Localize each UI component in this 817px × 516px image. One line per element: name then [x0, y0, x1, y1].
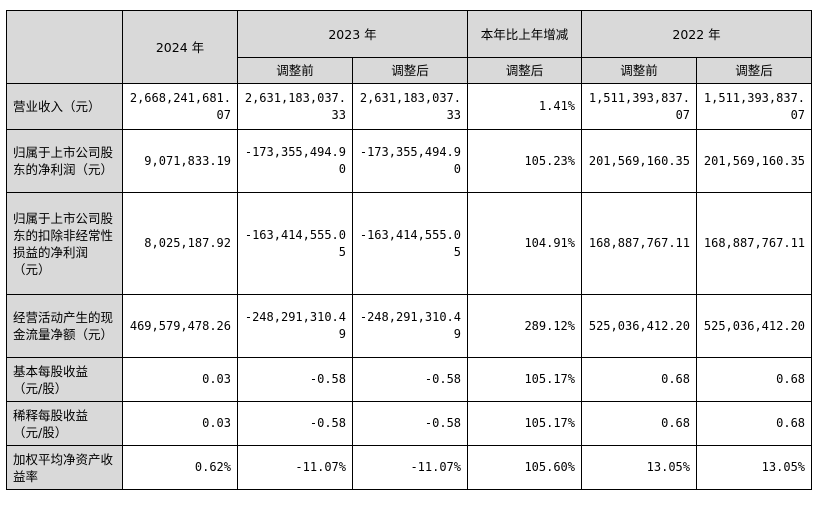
table-row: 归属于上市公司股东的净利润（元） 9,071,833.19 -173,355,4… — [6, 129, 813, 193]
table-row: 稀释每股收益（元/股） 0.03 -0.58 -0.58 105.17% 0.6… — [6, 401, 813, 446]
value-2024: 0.03 — [122, 401, 238, 446]
value-2022-before: 1,511,393,837.07 — [581, 83, 698, 130]
table-row: 加权平均净资产收益率 0.62% -11.07% -11.07% 105.60%… — [6, 445, 813, 490]
value-2023-before: -173,355,494.90 — [237, 129, 353, 193]
value-2024: 8,025,187.92 — [122, 192, 238, 295]
table-row: 经营活动产生的现金流量净额（元） 469,579,478.26 -248,291… — [6, 294, 813, 358]
header-blank — [6, 10, 123, 84]
header-change: 本年比上年增减 — [467, 10, 583, 58]
value-2023-after: -163,414,555.05 — [351, 192, 469, 295]
row-label: 加权平均净资产收益率 — [6, 445, 123, 490]
header-2023: 2023 年 — [236, 10, 469, 58]
table-row: 营业收入（元） 2,668,241,681.07 2,631,183,037.3… — [6, 83, 813, 130]
value-2022-before: 0.68 — [581, 357, 698, 402]
value-2022-before: 525,036,412.20 — [581, 294, 698, 358]
value-2022-after: 1,511,393,837.07 — [696, 83, 813, 130]
header-2023-after: 调整后 — [351, 57, 469, 84]
value-2023-before: -248,291,310.49 — [237, 294, 353, 358]
value-2023-after: -0.58 — [351, 401, 469, 446]
row-label: 归属于上市公司股东的扣除非经常性损益的净利润（元） — [6, 192, 123, 295]
financial-summary-table: 2024 年 2023 年 本年比上年增减 2022 年 调整前 调整后 调整后… — [6, 10, 813, 490]
value-2022-after: 0.68 — [696, 357, 813, 402]
value-2023-after: 2,631,183,037.33 — [351, 83, 469, 130]
header-2023-before: 调整前 — [237, 57, 353, 84]
value-change: 105.17% — [467, 401, 583, 446]
value-2022-before: 168,887,767.11 — [581, 192, 698, 295]
value-2024: 0.03 — [122, 357, 238, 402]
value-2022-after: 201,569,160.35 — [696, 129, 813, 193]
row-label: 稀释每股收益（元/股） — [6, 401, 123, 446]
value-change: 105.23% — [467, 129, 583, 193]
value-2022-before: 13.05% — [581, 445, 698, 490]
value-2024: 469,579,478.26 — [122, 294, 238, 358]
row-label: 基本每股收益（元/股） — [6, 357, 123, 402]
value-change: 105.60% — [467, 445, 583, 490]
row-label: 经营活动产生的现金流量净额（元） — [6, 294, 123, 358]
header-2022-after: 调整后 — [696, 57, 813, 84]
value-2022-after: 0.68 — [696, 401, 813, 446]
value-2022-after: 168,887,767.11 — [696, 192, 813, 295]
row-label: 归属于上市公司股东的净利润（元） — [6, 129, 123, 193]
table-row: 归属于上市公司股东的扣除非经常性损益的净利润（元） 8,025,187.92 -… — [6, 192, 813, 295]
value-2023-after: -173,355,494.90 — [351, 129, 469, 193]
value-2023-before: -11.07% — [237, 445, 353, 490]
table-row: 基本每股收益（元/股） 0.03 -0.58 -0.58 105.17% 0.6… — [6, 357, 813, 402]
value-change: 104.91% — [467, 192, 583, 295]
header-2022: 2022 年 — [581, 10, 813, 58]
value-2023-after: -11.07% — [351, 445, 469, 490]
value-2023-before: -163,414,555.05 — [237, 192, 353, 295]
value-2024: 9,071,833.19 — [122, 129, 238, 193]
value-2024: 2,668,241,681.07 — [122, 83, 238, 130]
value-change: 289.12% — [467, 294, 583, 358]
value-2023-after: -0.58 — [351, 357, 469, 402]
value-2022-after: 525,036,412.20 — [696, 294, 813, 358]
row-label: 营业收入（元） — [6, 83, 123, 130]
header-2024: 2024 年 — [122, 10, 238, 84]
value-change: 105.17% — [467, 357, 583, 402]
value-2022-before: 0.68 — [581, 401, 698, 446]
value-change: 1.41% — [467, 83, 583, 130]
value-2023-after: -248,291,310.49 — [351, 294, 469, 358]
value-2023-before: 2,631,183,037.33 — [237, 83, 353, 130]
value-2023-before: -0.58 — [237, 401, 353, 446]
value-2023-before: -0.58 — [237, 357, 353, 402]
value-2022-before: 201,569,160.35 — [581, 129, 698, 193]
header-2022-before: 调整前 — [581, 57, 698, 84]
value-2022-after: 13.05% — [696, 445, 813, 490]
header-change-after: 调整后 — [467, 57, 583, 84]
value-2024: 0.62% — [122, 445, 238, 490]
